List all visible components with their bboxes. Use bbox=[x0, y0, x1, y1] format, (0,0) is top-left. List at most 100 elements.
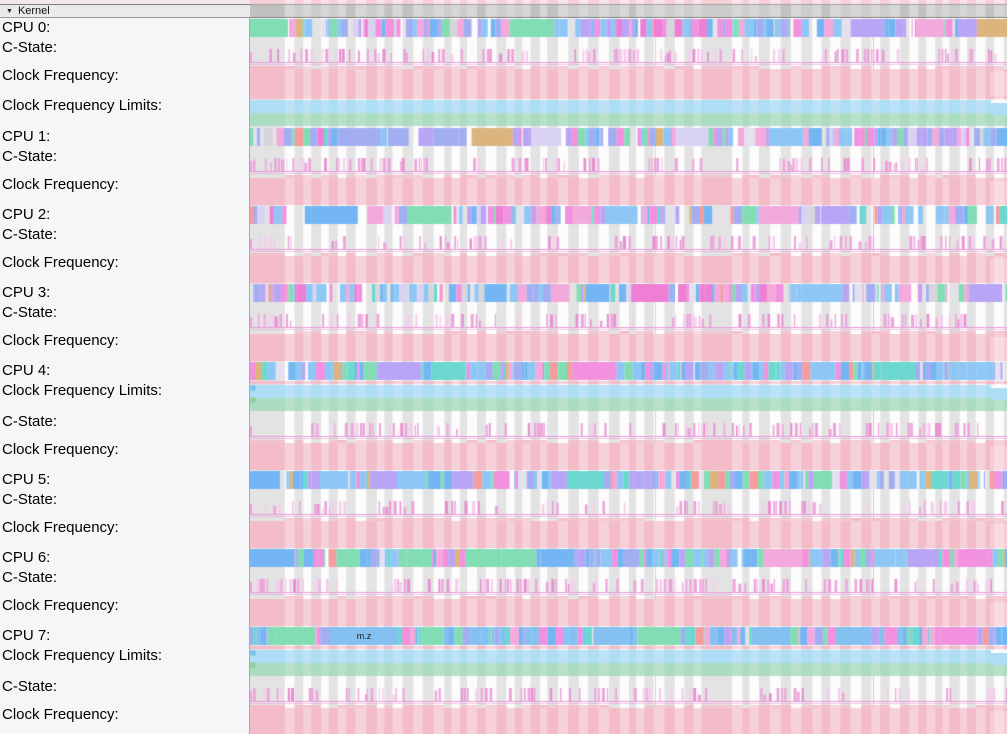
track-label-cpu2-slices[interactable]: CPU 2: bbox=[0, 205, 250, 225]
timeline-canvas-cpu5-clock-frequency[interactable] bbox=[250, 518, 1007, 548]
track-row-cpu4-clock-frequency: Clock Frequency: bbox=[0, 440, 1007, 470]
track-row-cpu3-slices: CPU 3: bbox=[0, 283, 1007, 303]
timeline-canvas-cpu4-cstate[interactable] bbox=[250, 412, 1007, 440]
track-row-cpu2-clock-frequency: Clock Frequency: bbox=[0, 253, 1007, 283]
track-label-cpu6-slices[interactable]: CPU 6: bbox=[0, 548, 250, 568]
track-label-cpu5-clock-frequency[interactable]: Clock Frequency: bbox=[0, 518, 250, 548]
track-row-cpu2-slices: CPU 2: bbox=[0, 205, 1007, 225]
track-area-cpu3-slices bbox=[250, 283, 1007, 303]
track-label-cpu0-cstate[interactable]: C-State: bbox=[0, 38, 250, 66]
track-label-cpu7-clock-frequency-limits[interactable]: Clock Frequency Limits: bbox=[0, 646, 250, 677]
track-label-cpu4-clock-frequency-limits[interactable]: Clock Frequency Limits: bbox=[0, 381, 250, 412]
track-label-cpu5-cstate[interactable]: C-State: bbox=[0, 490, 250, 518]
track-label-cpu6-cstate[interactable]: C-State: bbox=[0, 568, 250, 596]
track-row-cpu0-slices: CPU 0: bbox=[0, 18, 1007, 38]
timeline-canvas-cpu0-clock-frequency[interactable] bbox=[250, 66, 1007, 96]
top-strip bbox=[0, 0, 250, 4]
track-area-cpu7-slices: m.z bbox=[250, 626, 1007, 646]
timeline-header-band bbox=[250, 0, 1007, 18]
timeline-canvas-cpu6-clock-frequency[interactable] bbox=[250, 596, 1007, 626]
timeline-canvas-cpu5-cstate[interactable] bbox=[250, 490, 1007, 518]
track-label-cpu7-cstate[interactable]: C-State: bbox=[0, 677, 250, 705]
track-label-cpu7-clock-frequency[interactable]: Clock Frequency: bbox=[0, 705, 250, 734]
track-row-cpu7-clock-frequency-limits: Clock Frequency Limits: bbox=[0, 646, 1007, 677]
timeline-canvas-cpu7-clock-frequency-limits[interactable] bbox=[250, 646, 1007, 677]
track-row-cpu6-clock-frequency: Clock Frequency: bbox=[0, 596, 1007, 626]
track-label-cpu4-slices[interactable]: CPU 4: bbox=[0, 361, 250, 381]
track-label-cpu3-slices[interactable]: CPU 3: bbox=[0, 283, 250, 303]
track-row-cpu6-cstate: C-State: bbox=[0, 568, 1007, 596]
track-area-cpu1-cstate bbox=[250, 147, 1007, 175]
named-slice-label[interactable]: m.z bbox=[356, 631, 372, 641]
timeline-canvas-cpu1-slices[interactable] bbox=[250, 127, 1007, 147]
timeline-canvas-cpu0-cstate[interactable] bbox=[250, 38, 1007, 66]
track-area-cpu7-cstate bbox=[250, 677, 1007, 705]
track-row-cpu3-clock-frequency: Clock Frequency: bbox=[0, 331, 1007, 361]
track-row-cpu0-clock-frequency-limits: Clock Frequency Limits: bbox=[0, 96, 1007, 127]
timeline-canvas-cpu7-clock-frequency[interactable] bbox=[250, 705, 1007, 734]
track-row-cpu7-clock-frequency: Clock Frequency: bbox=[0, 705, 1007, 734]
collapse-triangle-icon[interactable]: ▼ bbox=[6, 7, 13, 15]
timeline-canvas-cpu7-slices[interactable] bbox=[250, 626, 1007, 646]
track-area-cpu4-cstate bbox=[250, 412, 1007, 440]
timeline-canvas-cpu3-slices[interactable] bbox=[250, 283, 1007, 303]
track-area-cpu2-slices bbox=[250, 205, 1007, 225]
track-row-cpu4-slices: CPU 4: bbox=[0, 361, 1007, 381]
track-label-cpu5-slices[interactable]: CPU 5: bbox=[0, 470, 250, 490]
kernel-group-header[interactable]: ▼ Kernel bbox=[0, 4, 250, 18]
track-label-cpu4-clock-frequency[interactable]: Clock Frequency: bbox=[0, 440, 250, 470]
track-row-cpu2-cstate: C-State: bbox=[0, 225, 1007, 253]
timeline-canvas-cpu7-cstate[interactable] bbox=[250, 677, 1007, 705]
kernel-group-title: Kernel bbox=[17, 5, 50, 17]
timeline-canvas-cpu1-clock-frequency[interactable] bbox=[250, 175, 1007, 205]
track-area-cpu6-cstate bbox=[250, 568, 1007, 596]
timeline-canvas-cpu6-slices[interactable] bbox=[250, 548, 1007, 568]
track-area-cpu5-slices bbox=[250, 470, 1007, 490]
track-area-cpu2-clock-frequency bbox=[250, 253, 1007, 283]
track-row-cpu6-slices: CPU 6: bbox=[0, 548, 1007, 568]
track-label-cpu0-clock-frequency-limits[interactable]: Clock Frequency Limits: bbox=[0, 96, 250, 127]
timeline-canvas-cpu2-clock-frequency[interactable] bbox=[250, 253, 1007, 283]
track-label-cpu0-clock-frequency[interactable]: Clock Frequency: bbox=[0, 66, 250, 96]
track-area-cpu7-clock-frequency-limits bbox=[250, 646, 1007, 677]
timeline-canvas-cpu3-cstate[interactable] bbox=[250, 303, 1007, 331]
timeline-canvas-cpu2-cstate[interactable] bbox=[250, 225, 1007, 253]
track-row-cpu5-slices: CPU 5: bbox=[0, 470, 1007, 490]
track-label-cpu3-clock-frequency[interactable]: Clock Frequency: bbox=[0, 331, 250, 361]
timeline-canvas-cpu6-cstate[interactable] bbox=[250, 568, 1007, 596]
track-label-cpu3-cstate[interactable]: C-State: bbox=[0, 303, 250, 331]
timeline-canvas-cpu4-clock-frequency-limits[interactable] bbox=[250, 381, 1007, 412]
timeline-canvas-cpu2-slices[interactable] bbox=[250, 205, 1007, 225]
track-label-cpu1-slices[interactable]: CPU 1: bbox=[0, 127, 250, 147]
track-label-cpu4-cstate[interactable]: C-State: bbox=[0, 412, 250, 440]
timeline-canvas-cpu4-clock-frequency[interactable] bbox=[250, 440, 1007, 470]
track-rows-container: CPU 0: C-State: Clock Frequency: Clock Freq… bbox=[0, 18, 1007, 734]
track-area-cpu6-slices bbox=[250, 548, 1007, 568]
track-area-cpu0-cstate bbox=[250, 38, 1007, 66]
track-label-cpu2-cstate[interactable]: C-State: bbox=[0, 225, 250, 253]
track-area-cpu0-clock-frequency bbox=[250, 66, 1007, 96]
track-area-cpu7-clock-frequency bbox=[250, 705, 1007, 734]
track-label-cpu1-cstate[interactable]: C-State: bbox=[0, 147, 250, 175]
track-label-cpu2-clock-frequency[interactable]: Clock Frequency: bbox=[0, 253, 250, 283]
track-area-cpu3-cstate bbox=[250, 303, 1007, 331]
track-row-cpu4-clock-frequency-limits: Clock Frequency Limits: bbox=[0, 381, 1007, 412]
timeline-canvas-cpu0-slices[interactable] bbox=[250, 18, 1007, 38]
track-area-cpu0-clock-frequency-limits bbox=[250, 96, 1007, 127]
timeline-canvas-cpu3-clock-frequency[interactable] bbox=[250, 331, 1007, 361]
track-area-cpu6-clock-frequency bbox=[250, 596, 1007, 626]
timeline-canvas-cpu1-cstate[interactable] bbox=[250, 147, 1007, 175]
track-area-cpu0-slices bbox=[250, 18, 1007, 38]
timeline-canvas-cpu4-slices[interactable] bbox=[250, 361, 1007, 381]
track-area-cpu4-clock-frequency-limits bbox=[250, 381, 1007, 412]
track-area-cpu5-cstate bbox=[250, 490, 1007, 518]
track-label-cpu7-slices[interactable]: CPU 7: bbox=[0, 626, 250, 646]
timeline-canvas-cpu0-clock-frequency-limits[interactable] bbox=[250, 96, 1007, 127]
timeline-canvas-cpu5-slices[interactable] bbox=[250, 470, 1007, 490]
track-label-cpu0-slices[interactable]: CPU 0: bbox=[0, 18, 250, 38]
track-area-cpu4-clock-frequency bbox=[250, 440, 1007, 470]
track-label-cpu1-clock-frequency[interactable]: Clock Frequency: bbox=[0, 175, 250, 205]
track-label-cpu6-clock-frequency[interactable]: Clock Frequency: bbox=[0, 596, 250, 626]
track-area-cpu4-slices bbox=[250, 361, 1007, 381]
